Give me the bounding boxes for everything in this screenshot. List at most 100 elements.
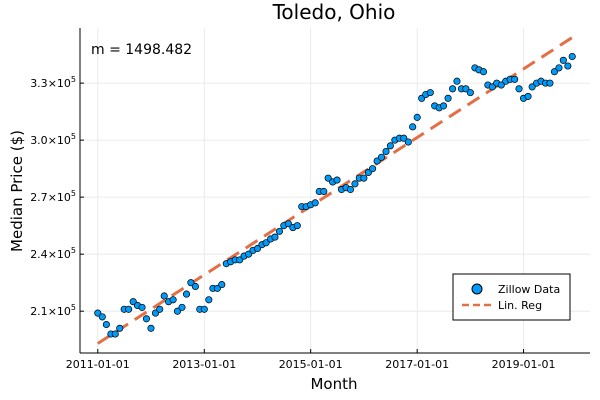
data-point	[187, 279, 195, 287]
data-point	[462, 85, 470, 93]
data-point	[205, 296, 213, 304]
data-point	[440, 102, 448, 110]
data-point	[524, 92, 532, 100]
scatter-points	[94, 52, 576, 338]
y-axis-label: Median Price ($)	[8, 130, 26, 252]
data-point	[253, 244, 262, 253]
y-tick-mantissa: 2.1	[30, 305, 48, 318]
axes	[79, 28, 590, 354]
data-point	[94, 309, 102, 317]
y-tick-exponent: 5	[71, 189, 76, 198]
data-point	[546, 79, 554, 87]
y-tick-mantissa: 2.4	[30, 248, 48, 261]
data-point	[116, 324, 124, 332]
legend-label-regression: Lin. Reg	[498, 299, 542, 312]
y-tick-label: 3.3×105	[30, 75, 76, 90]
x-tick-label: 2017-01-01	[385, 358, 449, 371]
data-point	[528, 83, 536, 91]
data-point	[191, 282, 199, 291]
y-tick-exponent: 5	[71, 303, 76, 312]
y-tick-exponent: 5	[71, 246, 76, 255]
legend-label-zillow: Zillow Data	[498, 283, 560, 296]
y-tick-label: 2.1×105	[30, 303, 76, 318]
x-tick-label: 2011-01-01	[66, 358, 130, 371]
data-point	[386, 142, 394, 150]
x-tick-label: 2015-01-01	[279, 358, 343, 371]
data-point	[444, 94, 452, 102]
data-point	[138, 303, 146, 311]
data-point	[271, 233, 279, 241]
y-tick-times: ×10	[48, 134, 71, 147]
x-axis-label: Month	[310, 375, 357, 393]
data-point	[568, 52, 576, 61]
data-point	[466, 89, 474, 97]
y-tick-exponent: 5	[71, 132, 76, 141]
data-point	[147, 324, 155, 332]
data-point	[449, 85, 457, 93]
data-point	[377, 153, 386, 161]
data-point	[311, 199, 319, 207]
data-point	[324, 174, 332, 182]
data-point	[284, 220, 292, 228]
data-point	[275, 227, 284, 235]
data-point	[102, 320, 110, 329]
data-point	[320, 187, 328, 196]
data-point	[218, 281, 226, 289]
y-tick-times: ×10	[48, 248, 71, 261]
data-point	[511, 75, 519, 83]
y-tick-label: 3.0×105	[30, 132, 76, 147]
data-point	[382, 147, 390, 156]
x-tick-label: 2019-01-01	[492, 358, 556, 371]
data-point	[156, 305, 164, 313]
data-point	[564, 62, 572, 70]
data-point	[346, 185, 354, 194]
data-point	[369, 165, 377, 173]
data-point	[169, 296, 177, 304]
data-point	[426, 89, 434, 97]
data-point	[555, 64, 563, 72]
legend: Zillow Data Lin. Reg	[452, 273, 571, 321]
data-point	[453, 77, 461, 85]
data-point	[409, 123, 417, 131]
data-point	[182, 290, 191, 298]
data-point	[293, 222, 301, 230]
legend-box	[452, 273, 571, 321]
y-tick-mantissa: 2.7	[30, 191, 48, 204]
x-tick-label: 2013-01-01	[172, 358, 236, 371]
y-tick-mantissa: 3.3	[30, 77, 48, 90]
data-point	[125, 305, 133, 313]
data-point	[111, 330, 119, 338]
data-point	[400, 134, 408, 142]
data-point	[173, 307, 182, 315]
data-point	[360, 174, 368, 182]
y-tick-mantissa: 3.0	[30, 134, 48, 147]
data-point	[178, 303, 186, 311]
data-point	[413, 113, 421, 121]
data-point	[262, 239, 270, 247]
data-point	[351, 180, 359, 188]
y-tick-times: ×10	[48, 191, 71, 204]
y-tick-label: 2.7×105	[30, 189, 76, 204]
y-tick-label: 2.4×105	[30, 246, 76, 261]
data-point	[98, 313, 106, 321]
data-point	[404, 138, 412, 146]
data-point	[160, 292, 168, 300]
x-ticks: 2011-01-01 2013-01-01 2015-01-01 2017-01-01…	[66, 349, 556, 371]
y-tick-times: ×10	[48, 77, 71, 90]
legend-marker-zillow	[471, 283, 483, 295]
data-point	[333, 176, 341, 184]
y-tick-times: ×10	[48, 305, 71, 318]
slope-annotation: m = 1498.482	[91, 42, 192, 58]
data-point	[497, 81, 505, 89]
y-tick-exponent: 5	[71, 75, 76, 84]
data-point	[479, 68, 488, 76]
data-point	[200, 305, 208, 313]
data-point	[550, 68, 558, 76]
data-point	[142, 315, 150, 323]
data-point	[515, 85, 523, 93]
data-point	[559, 56, 567, 64]
chart-title: Toledo, Ohio	[272, 0, 396, 24]
